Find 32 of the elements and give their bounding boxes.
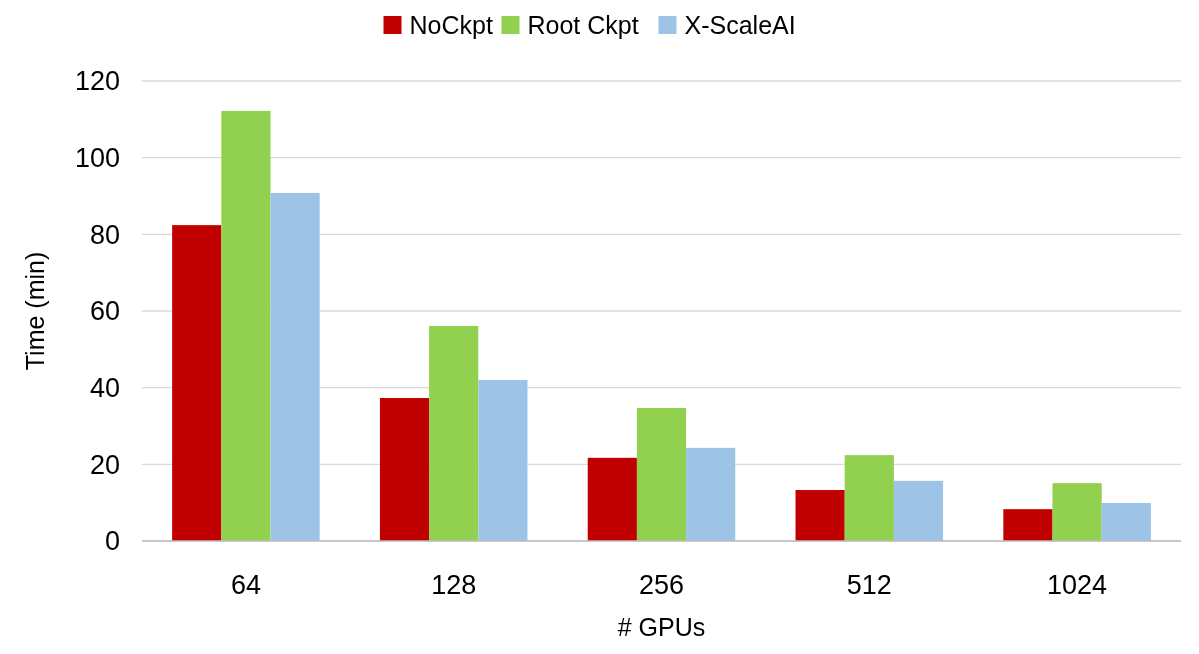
bar <box>636 407 687 541</box>
y-tick-label: 40 <box>89 373 120 404</box>
legend-label: Root Ckpt <box>527 10 639 39</box>
bar <box>587 457 637 541</box>
bar <box>221 110 271 541</box>
bar <box>1101 503 1151 541</box>
bar <box>893 480 944 541</box>
y-tick-label: 20 <box>89 449 120 480</box>
bar <box>379 398 430 541</box>
bar <box>1052 483 1102 541</box>
bar <box>172 225 222 541</box>
y-tick-label: 60 <box>89 296 120 327</box>
x-tick-label: 64 <box>230 570 261 601</box>
x-axis-title: # GPUs <box>617 613 706 641</box>
y-axis-title: Time (min) <box>21 251 49 371</box>
y-tick-label: 100 <box>74 143 120 174</box>
bar <box>429 325 479 541</box>
legend-label: NoCkpt <box>409 10 493 39</box>
x-tick-label: 512 <box>846 570 892 601</box>
x-tick-label: 256 <box>638 570 685 601</box>
x-tick-label: 1024 <box>1047 570 1108 601</box>
legend-label: X-ScaleAI <box>684 10 796 39</box>
bar <box>478 380 528 541</box>
x-tick-label: 128 <box>431 570 477 601</box>
bar <box>795 490 845 541</box>
bar <box>1003 509 1053 541</box>
y-tick-label: 120 <box>74 66 120 97</box>
bar <box>844 455 894 541</box>
bar <box>270 192 320 541</box>
y-tick-label: 80 <box>89 219 120 250</box>
bar <box>686 447 736 541</box>
y-tick-label: 0 <box>104 526 120 557</box>
